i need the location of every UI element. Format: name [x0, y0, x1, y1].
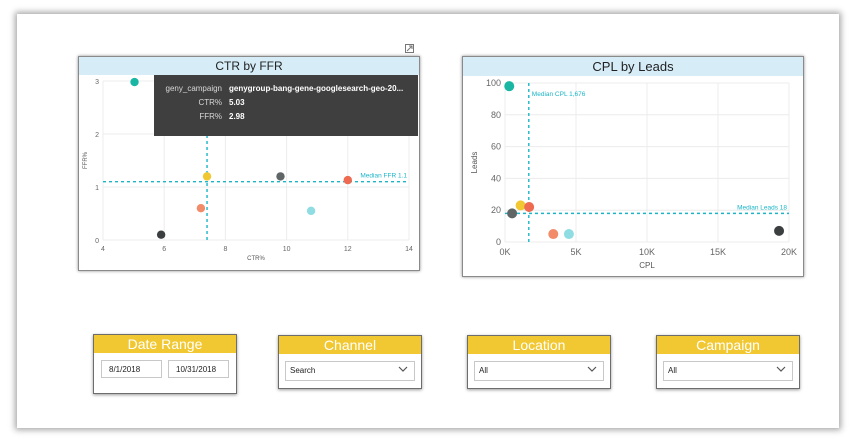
y-tick-label: 0	[496, 237, 501, 247]
cpl-plot-area: 0K 5K 10K 15K 20K 0 20 40 60 80 100 CPL Leads Median …	[470, 78, 797, 270]
dropdown-value: All	[668, 366, 677, 375]
dropdown-value: Search	[290, 366, 316, 375]
tooltip-value: 5.03	[229, 98, 245, 107]
data-point	[156, 230, 166, 239]
median-ffr-label: Median FFR 1.1	[360, 173, 407, 180]
location-dropdown[interactable]: All	[474, 361, 604, 381]
x-tick-label: 15K	[710, 247, 726, 257]
x-axis-title: CTR%	[247, 256, 265, 262]
slicer-title: Date Range	[94, 335, 236, 353]
y-axis-title: FFR%	[83, 151, 89, 169]
data-point	[504, 81, 515, 92]
x-tick-label: 14	[405, 246, 413, 253]
focus-mode-icon[interactable]	[405, 44, 414, 53]
data-point	[548, 229, 559, 240]
chevron-down-icon	[398, 366, 408, 372]
data-point	[130, 77, 139, 87]
data-point	[507, 208, 518, 219]
tooltip-value: genygroup-bang-gene-googlesearch-geo-20.…	[229, 84, 404, 93]
data-point	[563, 229, 574, 240]
dropdown-value: All	[479, 366, 488, 375]
start-date-input[interactable]: 8/1/2018	[101, 360, 162, 378]
slicer-title: Location	[468, 336, 610, 354]
chart-tooltip: geny_campaign genygroup-bang-gene-google…	[154, 75, 418, 136]
channel-dropdown[interactable]: Search	[285, 361, 415, 381]
x-tick-label: 0K	[499, 247, 510, 257]
y-tick-label: 80	[491, 110, 501, 120]
data-point	[196, 204, 206, 213]
slicer-title: Campaign	[657, 336, 799, 354]
data-point	[524, 202, 535, 213]
x-tick-label: 20K	[781, 247, 797, 257]
x-tick-label: 10K	[639, 247, 655, 257]
y-tick-label: 100	[486, 78, 501, 88]
end-date-input[interactable]: 10/31/2018	[168, 360, 229, 378]
median-cpl-label: Median CPL 1,676	[532, 91, 586, 98]
y-tick-label: 1	[95, 185, 99, 192]
campaign-slicer: Campaign All	[656, 335, 800, 389]
data-point	[202, 172, 212, 181]
x-tick-label: 12	[344, 246, 352, 253]
y-axis-title: Leads	[470, 152, 479, 174]
data-point	[276, 172, 285, 181]
report-canvas: CTR by FFR 4 6 8 10 12 14 0 1 2 3 CTR% FFR% Median F…	[17, 14, 839, 428]
location-slicer: Location All	[467, 335, 611, 389]
cpl-by-leads-chart[interactable]: CPL by Leads 0K 5K 10K 15K 20K 0 20 40 60 80 100 CP…	[462, 56, 804, 277]
median-leads-label: Median Leads 18	[737, 204, 787, 211]
y-tick-label: 40	[491, 173, 501, 183]
data-point	[343, 175, 352, 185]
chevron-down-icon	[587, 366, 597, 372]
channel-slicer: Channel Search	[278, 335, 422, 389]
y-tick-label: 20	[491, 205, 501, 215]
data-point	[306, 206, 316, 216]
x-tick-label: 8	[223, 246, 227, 253]
tooltip-value: 2.98	[229, 112, 245, 121]
y-tick-label: 2	[95, 132, 99, 139]
tooltip-key: geny_campaign	[165, 84, 222, 93]
x-tick-label: 4	[101, 246, 105, 253]
date-range-slicer: Date Range 8/1/2018 10/31/2018	[93, 334, 237, 394]
chart-title: CPL by Leads	[463, 57, 803, 76]
campaign-dropdown[interactable]: All	[663, 361, 793, 381]
slicer-title: Channel	[279, 336, 421, 354]
data-point	[515, 200, 526, 211]
x-axis-title: CPL	[639, 261, 655, 270]
data-point	[774, 225, 785, 236]
x-tick-label: 5K	[570, 247, 581, 257]
tooltip-key: CTR%	[198, 98, 222, 107]
chart-title: CTR by FFR	[79, 57, 419, 75]
y-tick-label: 0	[95, 238, 99, 245]
y-tick-label: 60	[491, 142, 501, 152]
y-tick-label: 3	[95, 79, 99, 86]
tooltip-key: FFR%	[199, 112, 222, 121]
chevron-down-icon	[776, 366, 786, 372]
x-tick-label: 10	[283, 246, 291, 253]
x-tick-label: 6	[162, 246, 166, 253]
